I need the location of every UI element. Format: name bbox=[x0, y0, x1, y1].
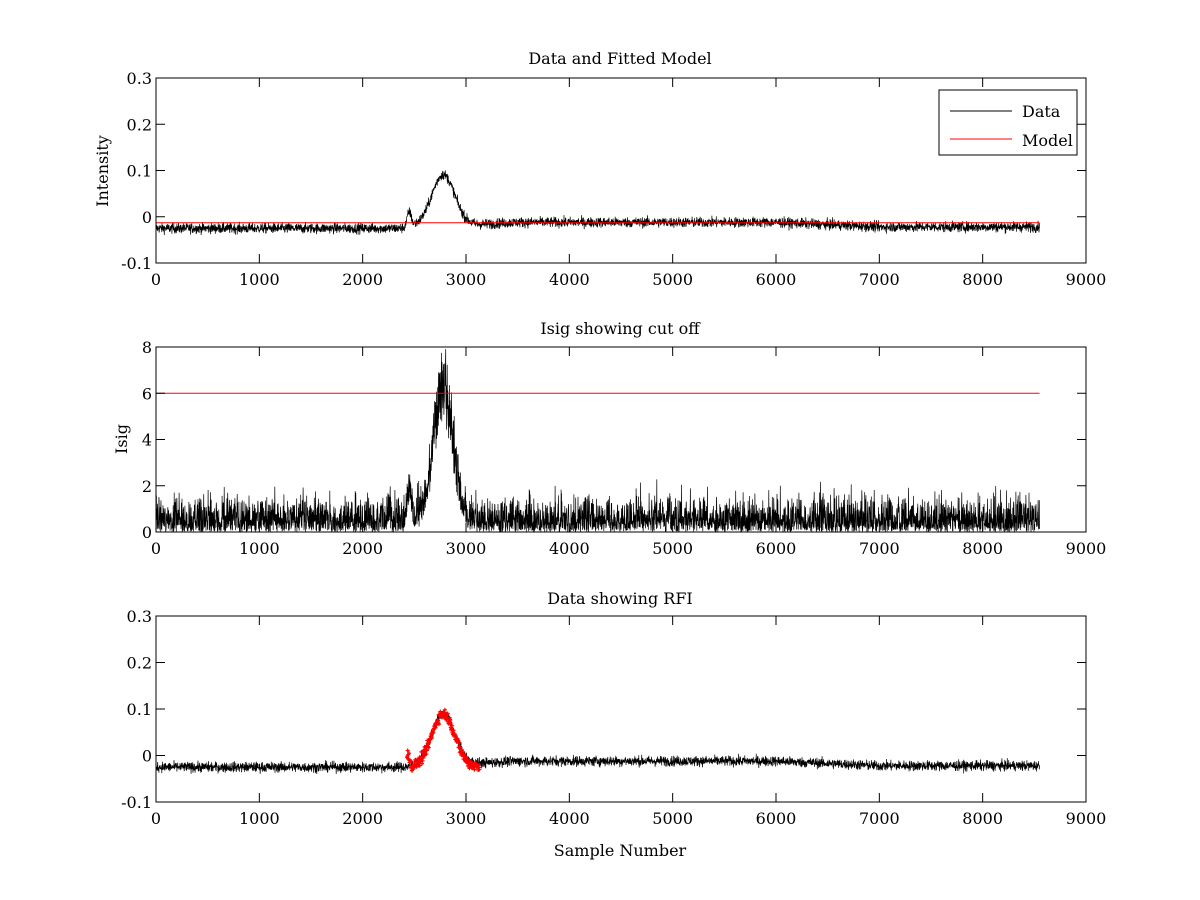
x-tick-label: 7000 bbox=[859, 539, 900, 558]
panel-1-ylabel: Intensity bbox=[93, 135, 112, 207]
x-tick-label: 9000 bbox=[1066, 270, 1107, 289]
x-tick-label: 0 bbox=[151, 539, 161, 558]
panel-3-title: Data showing RFI bbox=[547, 589, 692, 608]
x-tick-label: 5000 bbox=[652, 539, 693, 558]
x-tick-label: 0 bbox=[151, 270, 161, 289]
x-tick-label: 3000 bbox=[446, 270, 487, 289]
x-tick-label: 9000 bbox=[1066, 539, 1107, 558]
y-tick-label: 2 bbox=[142, 477, 152, 496]
x-tick-label: 8000 bbox=[962, 539, 1003, 558]
panel-3: Data showing RFI Sample Number 0 1000 2000… bbox=[121, 589, 1106, 860]
y-tick-label: 0.1 bbox=[127, 700, 152, 719]
y-tick-label: 4 bbox=[142, 431, 152, 450]
panel-3-xlabel: Sample Number bbox=[554, 841, 687, 860]
x-tick-label: 2000 bbox=[342, 539, 383, 558]
x-tick-label: 5000 bbox=[652, 270, 693, 289]
panel-2-data bbox=[156, 347, 1086, 532]
x-tick-label: 0 bbox=[151, 809, 161, 828]
panel-1-title: Data and Fitted Model bbox=[528, 49, 711, 68]
x-tick-label: 6000 bbox=[756, 809, 797, 828]
panel-2-axes: 0 1000 2000 3000 4000 5000 6000 7000 8000 9000 0 2 4… bbox=[142, 338, 1107, 558]
series-0-line bbox=[156, 349, 1040, 532]
y-tick-label: -0.1 bbox=[121, 793, 152, 812]
legend-label-data: Data bbox=[1022, 102, 1061, 121]
y-tick-label: 0.1 bbox=[127, 162, 152, 181]
x-tick-label: 3000 bbox=[446, 809, 487, 828]
panel-2-ylabel: Isig bbox=[112, 424, 131, 454]
y-tick-label: 0 bbox=[142, 208, 152, 227]
x-tick-label: 8000 bbox=[962, 270, 1003, 289]
x-tick-label: 7000 bbox=[859, 809, 900, 828]
panel-1-data bbox=[156, 78, 1086, 263]
x-tick-label: 6000 bbox=[756, 270, 797, 289]
y-tick-label: 0 bbox=[142, 523, 152, 542]
x-tick-label: 5000 bbox=[652, 809, 693, 828]
series-1-markers bbox=[405, 707, 482, 773]
panel-2: Isig showing cut off Isig 0 1000 2000 3000 4… bbox=[112, 319, 1106, 558]
x-tick-label: 4000 bbox=[549, 809, 590, 828]
x-tick-label: 4000 bbox=[549, 539, 590, 558]
y-tick-label: 6 bbox=[142, 384, 152, 403]
panel-3-axes: 0 1000 2000 3000 4000 5000 6000 7000 8000 9000 -0.… bbox=[121, 607, 1106, 828]
y-tick-label: -0.1 bbox=[121, 254, 152, 273]
panel-1: Data and Fitted Model Intensity 0 1000 200… bbox=[93, 49, 1106, 289]
y-tick-label: 0.2 bbox=[127, 115, 152, 134]
panel-2-title: Isig showing cut off bbox=[540, 319, 701, 338]
y-tick-label: 8 bbox=[142, 338, 152, 357]
x-tick-label: 2000 bbox=[342, 270, 383, 289]
y-tick-label: 0 bbox=[142, 747, 152, 766]
panel-1-axes: 0 1000 2000 3000 4000 5000 6000 7000 8000 9000 -0.… bbox=[121, 69, 1106, 289]
x-tick-label: 3000 bbox=[446, 539, 487, 558]
y-tick-label: 0.3 bbox=[127, 69, 152, 88]
x-tick-label: 8000 bbox=[962, 809, 1003, 828]
x-tick-label: 9000 bbox=[1066, 809, 1107, 828]
x-tick-label: 1000 bbox=[239, 809, 280, 828]
legend-box bbox=[938, 89, 1078, 156]
x-tick-label: 1000 bbox=[239, 270, 280, 289]
x-tick-label: 1000 bbox=[239, 539, 280, 558]
x-tick-label: 6000 bbox=[756, 539, 797, 558]
x-tick-label: 2000 bbox=[342, 809, 383, 828]
plot-area bbox=[156, 616, 1086, 802]
plot-area bbox=[156, 347, 1086, 532]
legend-label-model: Model bbox=[1022, 131, 1073, 150]
y-tick-label: 0.3 bbox=[127, 607, 152, 626]
series-data-line bbox=[156, 170, 1040, 236]
y-tick-label: 0.2 bbox=[127, 654, 152, 673]
panel-1-legend: Data Model bbox=[938, 89, 1078, 156]
x-tick-label: 7000 bbox=[859, 270, 900, 289]
panel-3-data bbox=[156, 616, 1086, 802]
x-tick-label: 4000 bbox=[549, 270, 590, 289]
series-0-line bbox=[156, 710, 1040, 775]
